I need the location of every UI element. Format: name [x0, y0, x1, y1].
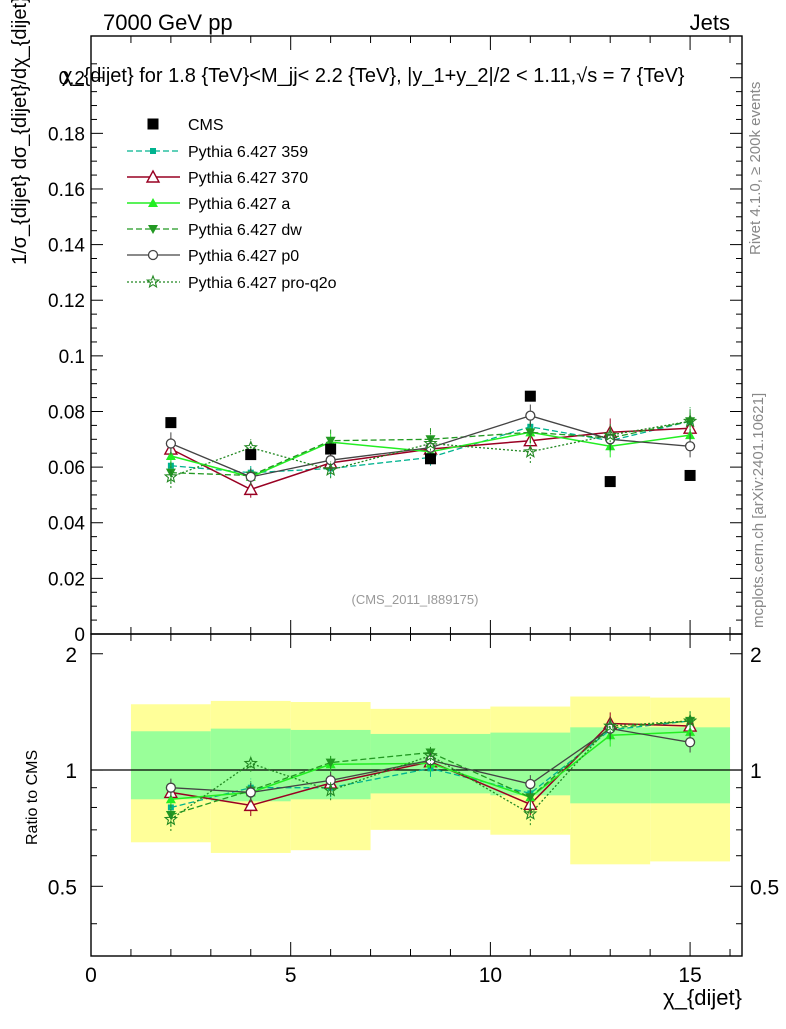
data-point	[165, 450, 176, 460]
legend-label-370: Pythia 6.427 370	[188, 170, 308, 187]
rivet-version: Rivet 4.1.0, ≥ 200k events	[747, 82, 764, 255]
data-point	[524, 390, 536, 402]
y-tick-label: 0.02	[48, 569, 85, 590]
mcplots-credit: mcplots.cern.ch [arXiv:2401.10621]	[750, 393, 767, 628]
x-axis-label: χ_{dijet}	[663, 985, 742, 1010]
legend-marker-pp0	[147, 249, 159, 261]
ratio-point	[245, 787, 256, 798]
ratio-point	[525, 793, 536, 803]
ratio-point	[603, 718, 618, 733]
data-point	[523, 444, 538, 458]
series-pp0	[165, 404, 696, 486]
header-collision: 7000 GeV pp	[103, 10, 233, 35]
ratio-point	[243, 755, 258, 770]
data-point	[245, 471, 256, 483]
series-pq2o	[163, 407, 698, 488]
data-point	[325, 443, 337, 455]
ratio-point	[323, 783, 338, 797]
ratio-frame	[90, 633, 743, 957]
data-point	[245, 449, 257, 461]
data-point	[165, 468, 176, 478]
ratio-point	[243, 797, 258, 812]
data-point	[423, 435, 438, 450]
data-point	[325, 436, 336, 446]
y-tick-label: 0.1	[59, 347, 85, 368]
header-category: Jets	[690, 10, 730, 35]
legend-label-cms: CMS	[188, 117, 224, 134]
ratio-point	[165, 810, 176, 820]
ratio-y-tick-label-left: 0.5	[48, 876, 77, 899]
y-tick-label: 0.18	[48, 124, 85, 145]
ratio-plot-area: 0.5 0.5 1 1 2 2 0 5 10 15	[48, 634, 779, 987]
series-pdw	[165, 407, 696, 484]
data-point	[424, 453, 436, 465]
ratio-point	[163, 811, 179, 826]
ratio-point	[525, 778, 536, 790]
legend-marker-pq2o	[145, 274, 161, 289]
ratio-y-tick-label-left: 2	[65, 644, 77, 667]
y-tick-label: 0.08	[48, 402, 85, 423]
y-tick-label: 0.04	[48, 514, 85, 535]
ratio-y-tick-label-right: 2	[750, 644, 762, 667]
legend-marker-cms	[147, 118, 159, 130]
data-point	[165, 438, 177, 449]
data-point	[603, 427, 618, 442]
legend-label-a: Pythia 6.427 a	[188, 196, 290, 213]
legend-marker-pdw	[148, 225, 158, 234]
y-tick-label: 0	[74, 625, 85, 646]
data-point	[684, 469, 696, 481]
main-plot-area: 0 0.02 0.04 0.06 0.08 0.1 0.12 0.14 0.16 0.18 0.2	[48, 36, 742, 646]
ratio-y-axis-label: Ratio to CMS	[24, 750, 41, 845]
legend-label-dw: Pythia 6.427 dw	[188, 222, 302, 239]
legend-label-359: Pythia 6.427 359	[188, 144, 308, 161]
legend-marker-p370	[145, 169, 161, 183]
data-point	[684, 441, 696, 452]
ratio-y-tick-label-right: 1	[750, 760, 762, 783]
series-cms	[165, 390, 696, 488]
main-y-axis-label: 1/σ_{dijet} dσ_{dijet}/dχ_{dijet}	[9, 0, 31, 265]
x-tick-label: 10	[479, 964, 502, 987]
x-tick-label: 0	[85, 964, 97, 987]
y-tick-label: 0.16	[48, 180, 85, 201]
legend-label-pro-q2o: Pythia 6.427 pro-q2o	[188, 275, 337, 292]
ratio-point	[523, 806, 538, 820]
main-panel: 0 0.02 0.04 0.06 0.08 0.1 0.12 0.14 0.16 0.18 0.2	[48, 35, 743, 646]
data-point	[165, 417, 177, 429]
legend-items	[127, 118, 180, 289]
y-tick-label: 0.12	[48, 291, 85, 312]
ratio-point	[165, 782, 177, 793]
main-title: χ_{dijet} for 1.8 {TeV}<M_jj< 2.2 {TeV},…	[62, 65, 685, 87]
x-tick-label: 15	[678, 964, 701, 987]
x-tick-label: 5	[285, 964, 297, 987]
legend: CMS Pythia 6.427 359 Pythia 6.427 370 Py…	[127, 117, 337, 292]
ratio-point	[325, 758, 336, 768]
data-point	[525, 410, 536, 421]
y-tick-label: 0.14	[48, 236, 85, 257]
watermark: (CMS_2011_I889175)	[352, 592, 479, 607]
data-point	[682, 413, 698, 428]
legend-marker-pa	[148, 198, 158, 207]
ratio-point	[685, 726, 696, 736]
ratio-y-tick-label-right: 0.5	[750, 876, 779, 899]
legend-label-p0: Pythia 6.427 p0	[188, 248, 299, 265]
data-point	[163, 469, 178, 483]
data-point	[525, 428, 536, 438]
ratio-point	[423, 748, 438, 762]
ratio-panel: 0.5 0.5 1 1 2 2 0 5 10 15	[48, 633, 779, 987]
ratio-y-tick-label-left: 1	[65, 760, 77, 783]
ratio-point	[165, 794, 176, 804]
y-tick-label: 0.06	[48, 458, 85, 479]
y-tick-label: 0.2	[59, 69, 85, 90]
data-point	[243, 481, 258, 496]
data-point	[604, 476, 616, 488]
ratio-point	[682, 713, 698, 728]
data-point	[323, 462, 338, 477]
ratio-series-pq2o	[163, 711, 698, 832]
legend-marker-p359	[150, 148, 156, 154]
ratio-point	[684, 737, 696, 748]
